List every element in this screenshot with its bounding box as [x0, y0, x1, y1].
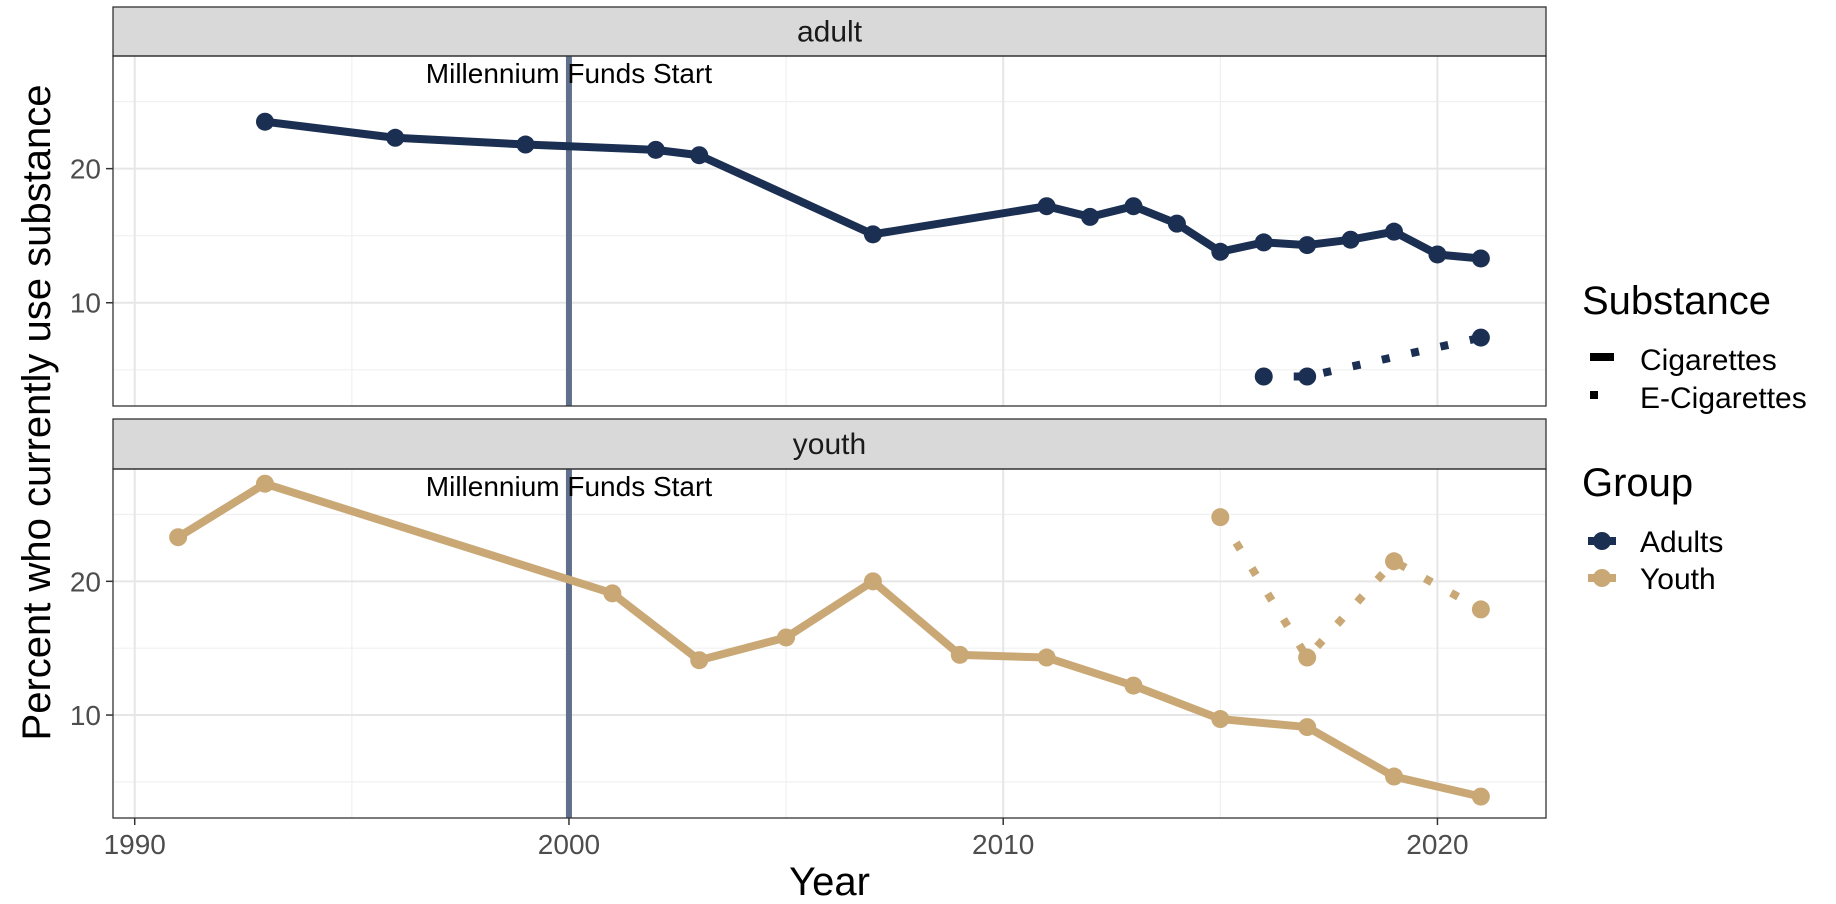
- facet-strip-label: youth: [793, 428, 866, 461]
- data-point-youth-cigarettes: [603, 584, 622, 603]
- panel-background-youth: [113, 469, 1546, 818]
- data-point-youth-cigarettes: [863, 572, 882, 591]
- legend-title-substance: Substance: [1582, 279, 1771, 323]
- data-point-adults-cigarettes: [1254, 233, 1273, 252]
- legend-label-youth: Youth: [1640, 563, 1716, 596]
- data-point-adults-cigarettes: [1124, 197, 1143, 216]
- facet-strip-adult: [112, 6, 1547, 57]
- data-point-adults-e-cigarettes: [1298, 367, 1317, 386]
- legend-key-adults-point: [1593, 532, 1611, 550]
- data-point-youth-cigarettes: [1471, 787, 1490, 806]
- data-point-adults-cigarettes: [516, 135, 535, 154]
- x-tick-label: 2020: [1406, 829, 1468, 860]
- data-point-adults-cigarettes: [863, 225, 882, 244]
- legend-key-youth-point: [1593, 569, 1611, 587]
- data-point-youth-cigarettes: [1037, 648, 1056, 667]
- data-point-youth-cigarettes: [950, 645, 969, 664]
- legend-label-adults: Adults: [1640, 526, 1723, 559]
- data-point-adults-cigarettes: [1298, 236, 1317, 255]
- y-tick-label: 20: [70, 566, 101, 597]
- data-point-youth-cigarettes: [777, 628, 796, 647]
- data-point-adults-cigarettes: [1167, 214, 1186, 233]
- x-tick-label: 1990: [104, 829, 166, 860]
- data-point-adults-cigarettes: [255, 112, 274, 131]
- data-point-youth-e-cigarettes: [1471, 600, 1490, 619]
- panel-background-adult: [113, 56, 1546, 406]
- panel-border-adult: [112, 55, 1547, 407]
- data-point-youth-cigarettes: [1211, 710, 1230, 729]
- y-tick-label: 10: [70, 288, 101, 319]
- data-point-youth-e-cigarettes: [1298, 648, 1317, 667]
- data-point-youth-cigarettes: [1124, 676, 1143, 695]
- x-tick-label: 2000: [538, 829, 600, 860]
- data-point-adults-cigarettes: [646, 140, 665, 159]
- data-point-adults-cigarettes: [1471, 249, 1490, 268]
- data-point-youth-cigarettes: [1298, 718, 1317, 737]
- data-point-youth-e-cigarettes: [1385, 552, 1404, 571]
- x-tick-label: 2010: [972, 829, 1034, 860]
- y-tick-label: 20: [70, 154, 101, 185]
- data-point-youth-e-cigarettes: [1211, 508, 1230, 527]
- data-point-adults-cigarettes: [1037, 197, 1056, 216]
- annotation-label: Millennium Funds Start: [426, 58, 713, 89]
- legend-label-e-cigarettes: E-Cigarettes: [1640, 382, 1807, 415]
- data-point-adults-cigarettes: [1211, 242, 1230, 261]
- panel-border-youth: [112, 468, 1547, 819]
- data-point-youth-cigarettes: [690, 651, 709, 670]
- legend-label-cigarettes: Cigarettes: [1640, 344, 1777, 377]
- data-point-youth-cigarettes: [1385, 767, 1404, 786]
- data-point-adults-cigarettes: [1428, 245, 1447, 264]
- data-point-adults-cigarettes: [386, 128, 405, 147]
- y-axis-title: Percent who currently use substance: [15, 85, 59, 741]
- data-point-adults-cigarettes: [690, 146, 709, 165]
- data-point-youth-cigarettes: [169, 528, 188, 547]
- data-point-youth-cigarettes: [255, 474, 274, 493]
- data-point-adults-e-cigarettes: [1254, 367, 1273, 386]
- legend-title-group: Group: [1582, 461, 1693, 505]
- data-point-adults-cigarettes: [1081, 207, 1100, 226]
- y-tick-label: 10: [70, 700, 101, 731]
- data-point-adults-cigarettes: [1341, 230, 1360, 249]
- facet-strip-label: adult: [797, 16, 863, 49]
- x-axis-title: Year: [789, 860, 870, 904]
- data-point-adults-e-cigarettes: [1471, 328, 1490, 347]
- data-point-adults-cigarettes: [1385, 222, 1404, 241]
- annotation-label: Millennium Funds Start: [426, 471, 713, 502]
